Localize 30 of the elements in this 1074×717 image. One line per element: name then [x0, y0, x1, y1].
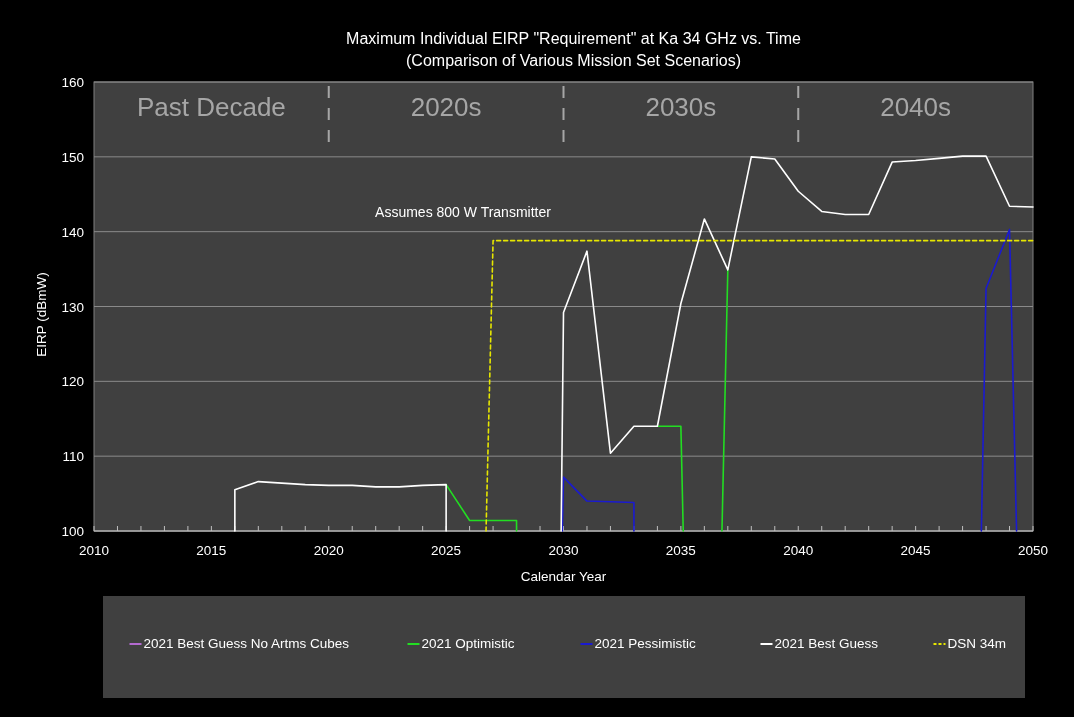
legend-label: 2021 Best Guess — [774, 636, 879, 651]
y-tick-label: 100 — [61, 524, 84, 539]
x-tick-label: 2010 — [78, 543, 110, 558]
y-tick-label: 160 — [61, 75, 84, 90]
x-tick-label: 2015 — [196, 543, 227, 558]
y-tick-label: 140 — [61, 224, 84, 240]
x-tick-label: 2040 — [783, 543, 814, 558]
legend-label: DSN 34m — [947, 636, 1007, 651]
x-tick-label: 2025 — [431, 543, 462, 558]
annotation: 2020s — [410, 92, 482, 122]
y-tick-label: 150 — [61, 149, 84, 165]
annotation: 2030s — [645, 92, 717, 122]
x-tick-label: 2020 — [313, 543, 344, 558]
chart-title: Maximum Individual EIRP "Requirement" at Ka 34 GHz vs. Time — [346, 30, 801, 47]
x-tick-label: 2050 — [1017, 543, 1049, 558]
y-tick-label: 110 — [62, 449, 84, 465]
legend-label: 2021 Best Guess No Artms Cubes — [143, 636, 350, 651]
annotation: Assumes 800 W Transmitter — [375, 204, 552, 220]
x-axis-title: Calendar Year — [520, 569, 607, 584]
y-tick-label: 120 — [61, 374, 84, 390]
chart-subtitle: (Comparison of Various Mission Set Scenarios) — [406, 52, 741, 69]
x-tick-label: 2035 — [665, 543, 696, 558]
legend-label: 2021 Optimistic — [421, 636, 515, 651]
annotation: Past Decade — [136, 92, 286, 122]
y-tick-label: 130 — [61, 299, 84, 315]
legend-label: 2021 Pessimistic — [594, 636, 697, 651]
annotation: 2040s — [880, 92, 952, 122]
x-tick-label: 2045 — [900, 543, 931, 558]
x-tick-label: 2030 — [548, 543, 579, 558]
y-axis-title: EIRP (dBmW) — [34, 272, 49, 357]
